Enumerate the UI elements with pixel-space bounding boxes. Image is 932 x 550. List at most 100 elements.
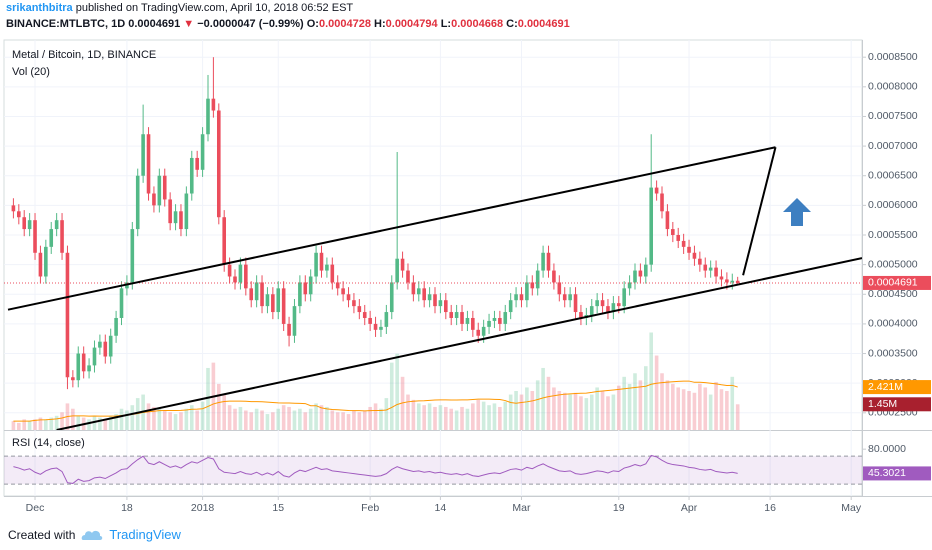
candle-body <box>254 282 259 301</box>
volume-bar <box>341 412 345 430</box>
candle-body <box>384 312 389 327</box>
candle-body <box>465 317 470 324</box>
volume-bar <box>119 408 124 430</box>
volume-bar <box>498 406 502 430</box>
volume-bar <box>146 403 151 430</box>
volume-bar <box>492 403 497 430</box>
candle-body <box>71 377 75 381</box>
candle-body <box>395 258 399 283</box>
volume-bar <box>319 405 324 430</box>
candle-body <box>508 300 513 313</box>
volume-bar <box>579 396 583 430</box>
candle-body <box>200 134 205 170</box>
volume-bar <box>325 406 329 430</box>
candle-body <box>168 199 172 224</box>
volume-bar <box>735 404 740 430</box>
candle-body <box>303 282 308 295</box>
candle-body <box>184 193 189 230</box>
volume-bar <box>87 419 91 430</box>
candle-body <box>687 246 691 253</box>
candle-body <box>389 282 394 313</box>
volume-bar <box>611 394 616 430</box>
rsi-tick-label: 80.0000 <box>868 443 906 455</box>
candle-body <box>281 288 286 324</box>
candle-body <box>276 288 281 313</box>
candle-body <box>525 282 529 301</box>
volume-bar <box>649 332 654 430</box>
volume-bar <box>362 410 367 430</box>
h-value: 0.0004794 <box>385 18 438 30</box>
candle-body <box>152 193 156 206</box>
candle-body <box>119 288 124 318</box>
candle-body <box>76 353 81 381</box>
volume-bar <box>692 392 697 430</box>
volume-bar <box>125 410 129 430</box>
candle-body <box>27 220 32 230</box>
candle-body <box>416 288 421 295</box>
volume-bar <box>616 385 621 430</box>
volume-bar <box>222 394 227 430</box>
candle-body <box>562 294 567 301</box>
candle-body <box>298 282 302 307</box>
candle-body <box>341 288 345 295</box>
candle-body <box>330 264 335 283</box>
volume-bar <box>49 417 54 430</box>
candle-body <box>573 294 578 313</box>
volume-bar <box>168 412 172 430</box>
volume-bar <box>195 410 199 430</box>
candle-body <box>22 217 27 230</box>
change: −0.0000047 (−0.99%) <box>197 18 304 30</box>
price-layer <box>4 57 862 390</box>
candle-body <box>471 317 475 330</box>
volume-bar <box>681 389 686 430</box>
candle-body <box>649 187 654 265</box>
volume-bar <box>254 408 259 430</box>
author[interactable]: srikanthbitra <box>6 2 73 14</box>
candle-body <box>671 229 675 235</box>
volume-bar <box>708 394 713 430</box>
x-tick-label: 19 <box>613 502 625 514</box>
candle-body <box>460 312 464 324</box>
candle-body <box>222 217 227 265</box>
x-tick-label: 18 <box>121 502 133 514</box>
candle-body <box>703 264 708 271</box>
volume-bar <box>449 408 454 430</box>
volume-bar <box>627 383 632 430</box>
rsi-badge: 45.3021 <box>868 467 906 479</box>
volume-bar <box>427 403 432 430</box>
candle-body <box>568 294 572 301</box>
candle-body <box>660 193 664 212</box>
volume-bar <box>568 394 572 430</box>
candle-body <box>698 258 702 265</box>
volume-bar <box>438 405 443 430</box>
volume-bar <box>395 353 399 430</box>
candle-body <box>552 270 556 283</box>
volume-bar <box>411 399 416 430</box>
volume-bar <box>216 383 221 430</box>
candle-body <box>730 280 735 283</box>
volume-bar <box>665 380 670 430</box>
candle-body <box>600 300 605 307</box>
candle-body <box>346 294 351 301</box>
candle-body <box>519 294 524 301</box>
candle-body <box>633 270 637 283</box>
volume-bar <box>189 405 194 430</box>
candle-body <box>260 282 264 307</box>
candle-body <box>108 335 113 357</box>
volume-bar <box>444 406 448 430</box>
candle-body <box>216 110 221 218</box>
volume-bar <box>357 412 362 430</box>
volume-bar <box>471 403 475 430</box>
candle-body <box>81 353 86 372</box>
x-tick-label: 2018 <box>191 502 215 514</box>
rsi-title: RSI (14, close) <box>12 437 85 449</box>
y-tick-label: 0.0005000 <box>868 258 918 270</box>
candle-body <box>271 294 275 313</box>
brand[interactable]: TradingView <box>109 527 181 542</box>
candle-body <box>627 282 632 289</box>
volume-bar <box>379 408 383 430</box>
volume-bar <box>233 408 237 430</box>
change-arrow: ▼ <box>183 18 195 30</box>
volume-bar <box>373 403 378 430</box>
volume-bar <box>643 366 648 430</box>
